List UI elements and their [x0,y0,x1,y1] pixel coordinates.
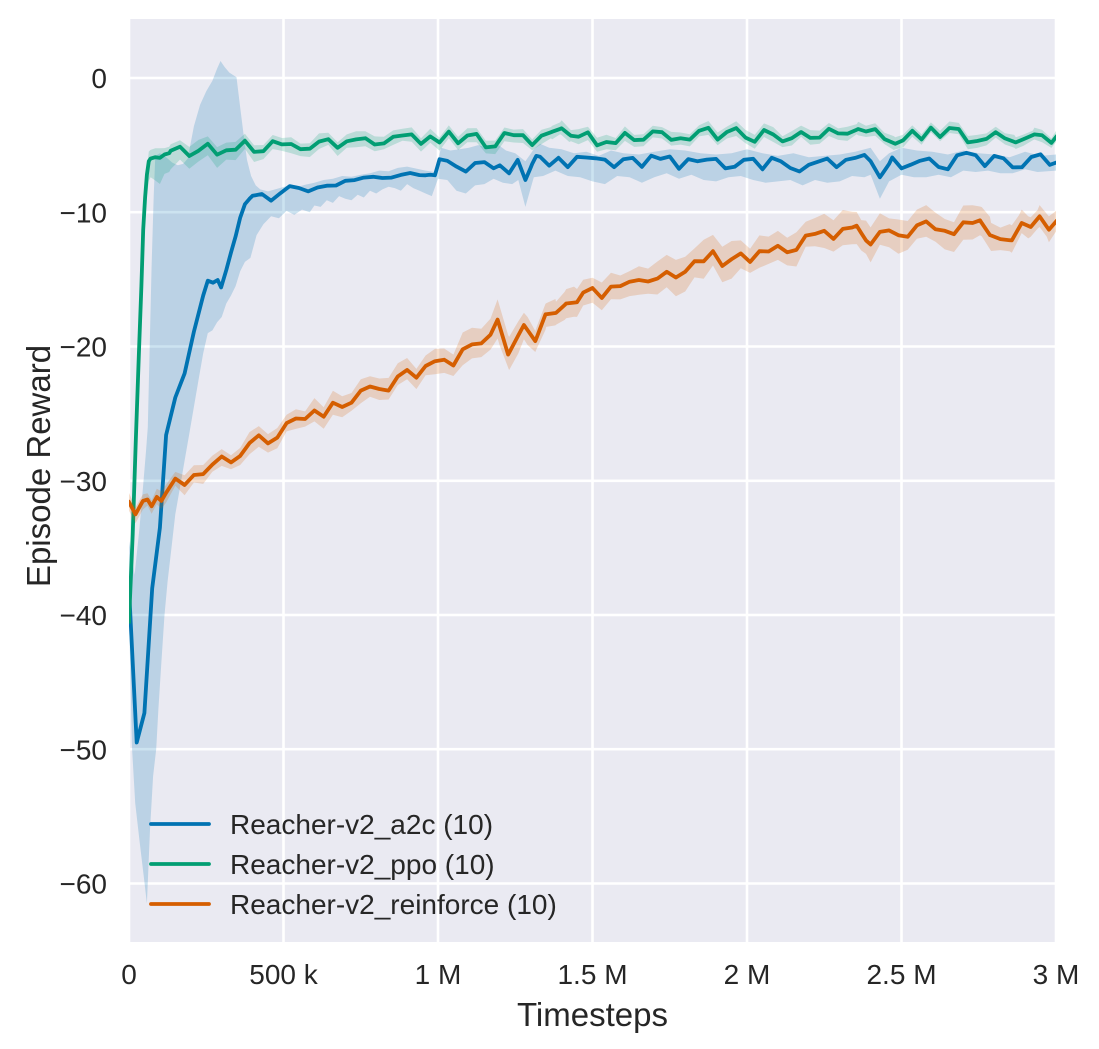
svg-text:Reacher-v2_ppo (10): Reacher-v2_ppo (10) [230,849,495,880]
svg-text:Reacher-v2_a2c (10): Reacher-v2_a2c (10) [230,809,493,840]
svg-text:Episode Reward: Episode Reward [20,345,57,587]
svg-text:Reacher-v2_reinforce (10): Reacher-v2_reinforce (10) [230,889,557,920]
svg-text:−10: −10 [60,198,108,229]
svg-text:Timesteps: Timesteps [517,996,668,1033]
svg-text:0: 0 [91,63,107,94]
svg-text:2 M: 2 M [724,959,771,990]
svg-text:−50: −50 [60,735,108,766]
svg-text:−20: −20 [60,332,108,363]
svg-text:1 M: 1 M [415,959,462,990]
svg-text:500 k: 500 k [249,959,318,990]
svg-text:−40: −40 [60,600,108,631]
svg-text:1.5 M: 1.5 M [557,959,627,990]
svg-text:0: 0 [121,959,137,990]
svg-text:−30: −30 [60,466,108,497]
svg-text:3 M: 3 M [1033,959,1080,990]
svg-text:−60: −60 [60,869,108,900]
svg-text:2.5 M: 2.5 M [866,959,936,990]
